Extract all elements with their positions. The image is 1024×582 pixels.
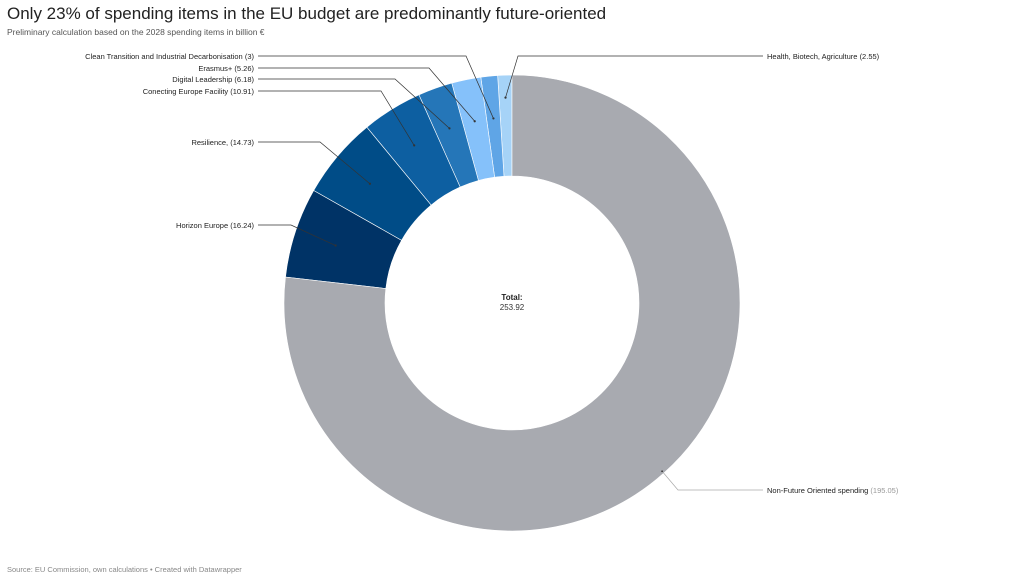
leader-dot-non-future-oriented-spending xyxy=(661,470,664,473)
slice-label-value: (16.24) xyxy=(230,221,254,230)
slice-non-future-oriented-spending xyxy=(283,74,741,532)
slice-label-name: Conecting Europe Facility xyxy=(143,87,231,96)
leader-line-health-biotech-agriculture xyxy=(505,55,763,98)
leader-dot-conecting-europe-facility xyxy=(413,144,416,147)
slice-label-name: Clean Transition and Industrial Decarbon… xyxy=(85,52,245,61)
slice-label-resilience: Resilience, (14.73) xyxy=(191,138,254,147)
total-value: 253.92 xyxy=(500,303,525,312)
slice-label-horizon-europe: Horizon Europe (16.24) xyxy=(176,221,254,230)
leader-line-clean-transition-and-industrial-decarbonisation xyxy=(258,55,494,119)
slice-label-value: (195.05) xyxy=(870,486,898,495)
slice-label-conecting-europe-facility: Conecting Europe Facility (10.91) xyxy=(143,87,255,96)
slice-label-digital-leadership: Digital Leadership (6.18) xyxy=(172,75,254,84)
leader-dot-erasmus xyxy=(473,120,476,123)
chart-title: Only 23% of spending items in the EU bud… xyxy=(7,4,607,23)
leader-line-resilience xyxy=(258,141,371,185)
slice-label-value: (6.18) xyxy=(234,75,254,84)
slice-label-value: (14.73) xyxy=(230,138,254,147)
slice-label-name: Horizon Europe xyxy=(176,221,230,230)
slice-label-name: Non-Future Oriented spending xyxy=(767,486,870,495)
slice-label-name: Resilience, xyxy=(191,138,230,147)
leader-dot-resilience xyxy=(368,182,372,185)
chart-source: Source: EU Commission, own calculations … xyxy=(7,565,242,574)
slice-label-value: (5.26) xyxy=(234,64,254,73)
slice-label-health-biotech-agriculture: Health, Biotech, Agriculture (2.55) xyxy=(767,52,880,61)
leader-dot-clean-transition-and-industrial-decarbonisation xyxy=(492,117,495,120)
slice-label-name: Erasmus+ xyxy=(198,64,234,73)
leader-dot-digital-leadership xyxy=(448,127,451,130)
slice-label-erasmus: Erasmus+ (5.26) xyxy=(198,64,254,73)
slice-label-clean-transition-and-industrial-decarbonisation: Clean Transition and Industrial Decarbon… xyxy=(85,52,254,61)
slice-label-name: Digital Leadership xyxy=(172,75,234,84)
leader-dot-health-biotech-agriculture xyxy=(504,96,507,99)
leader-line-digital-leadership xyxy=(258,78,450,129)
leader-line-non-future-oriented-spending xyxy=(661,471,763,491)
leader-line-horizon-europe xyxy=(258,224,336,246)
slice-label-name: Health, Biotech, Agriculture xyxy=(767,52,860,61)
slice-label-non-future-oriented-spending: Non-Future Oriented spending (195.05) xyxy=(767,486,899,495)
slice-label-value: (3) xyxy=(245,52,255,61)
leader-line-conecting-europe-facility xyxy=(258,90,415,146)
leader-dot-horizon-europe xyxy=(334,244,337,247)
total-label: Total: xyxy=(501,293,522,302)
slice-label-value: (10.91) xyxy=(230,87,254,96)
slice-label-value: (2.55) xyxy=(860,52,880,61)
chart-subtitle: Preliminary calculation based on the 202… xyxy=(7,27,265,37)
leader-line-erasmus xyxy=(258,67,475,122)
